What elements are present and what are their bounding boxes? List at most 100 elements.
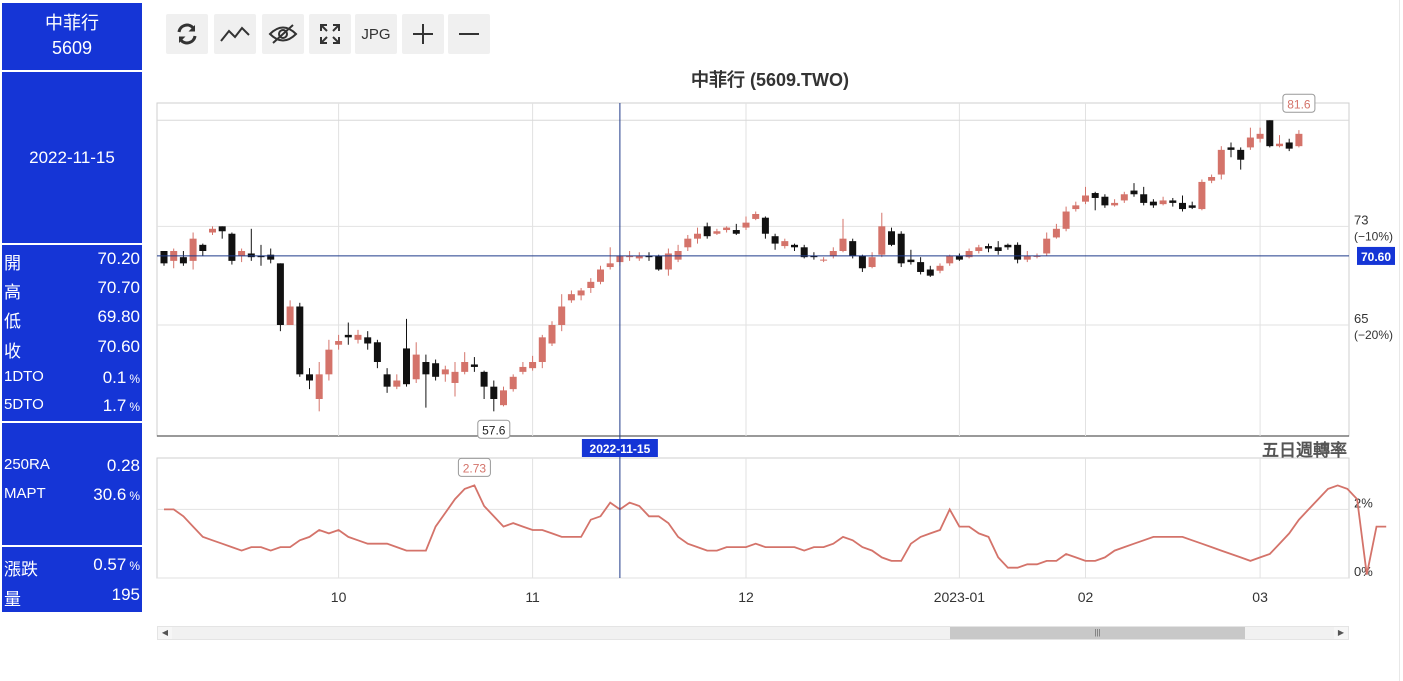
date-tag-bg [581,439,658,457]
refresh-icon [177,23,197,45]
low-annotation: 57.6 [482,423,506,437]
candle-body [344,334,352,338]
candle-body [1052,228,1060,238]
candle-body [645,255,653,258]
1dto-label: 1DTO [4,368,44,385]
candle-body [926,269,934,276]
x-tick-label: 10 [331,589,347,605]
candle-body [383,374,391,387]
candle-body [820,259,828,261]
candle-body [1179,202,1186,210]
candle-body [965,251,973,258]
close-value: 70.60 [97,337,140,356]
candle-body [209,228,216,233]
low-annotation-box [477,419,511,439]
candle-body [1256,133,1264,139]
candle-body [849,241,857,256]
candle-body [723,227,731,231]
candle-body [1208,177,1216,181]
price-tag-bg [1357,246,1395,265]
high-label: 高 [4,283,21,302]
candle-body [335,341,343,345]
page-edge [1399,0,1400,681]
candle-body [403,348,410,385]
date-box: 2022-11-15 [2,72,142,243]
scroll-thumb[interactable]: ||| [950,627,1245,639]
volume-row: 量 195 [2,585,142,611]
candle-body [664,253,672,270]
candle-body [694,233,701,239]
candle-body [635,255,643,259]
turnover-line [164,484,1387,575]
candle-body [597,269,604,282]
candle-body [1062,211,1070,229]
turnover-pane-frame [156,457,1350,579]
candle-body [994,247,1002,251]
candle-body [1295,133,1303,147]
candle-body [946,255,954,264]
candle-body [267,254,275,260]
jpg-button[interactable]: JPG [355,14,397,54]
scroll-right-arrow[interactable]: ▶ [1334,627,1348,639]
scroll-left-arrow[interactable]: ◀ [158,627,172,639]
chart-title: 中菲行 (5609.TWO) [690,70,850,90]
candle-body [1149,201,1157,206]
stock-info-box: 中菲行 5609 [2,3,142,70]
candle-body [500,390,507,406]
candle-body [1198,181,1206,210]
candle-body [315,374,323,399]
chart-scrollbar[interactable]: ◀ ||| ▶ [157,626,1349,640]
change-box: 漲跌 0.57% 量 195 [2,547,142,612]
candle-body [897,233,905,264]
candle-body [364,337,372,344]
1dto-value: 0.1 [102,368,127,387]
candle-body [306,374,313,381]
candle-body [199,244,207,251]
zoom-out-button[interactable] [448,14,490,54]
line-chart-button[interactable] [214,14,256,54]
candle-body [1091,193,1099,198]
candle-body [548,325,556,344]
candle-body [461,362,469,372]
zoom-in-button[interactable] [402,14,444,54]
candle-body [247,253,255,258]
candle-body [839,238,847,251]
high-row: 高 70.70 [2,278,142,304]
low-row: 低 69.80 [2,307,142,333]
x-tick-label: 11 [525,589,540,605]
candle-body [955,255,963,260]
volume-value: 195 [111,585,140,604]
ratio-box: 250RA 0.28 MAPT 30.6% [2,423,142,545]
close-row: 收 70.60 [2,337,142,363]
hide-button[interactable] [262,14,304,54]
5dto-label: 5DTO [4,396,44,413]
low-value: 69.80 [97,307,140,326]
fullscreen-button[interactable] [309,14,351,54]
candle-body [771,236,779,244]
open-row: 開 70.20 [2,249,142,275]
1dto-unit: % [129,372,140,386]
price-tag: 70.60 [1361,250,1391,264]
candle-body [1043,238,1051,254]
refresh-button[interactable] [166,14,208,54]
change-value: 0.57 [93,555,127,574]
candle-body [626,255,634,258]
date-tag: 2022-11-15 [590,442,651,456]
candle-body [674,251,682,260]
candle-body [985,246,992,249]
plus-icon [413,24,433,44]
jpg-label: JPG [361,25,391,43]
candle-body [829,251,837,256]
candle-body [286,306,294,325]
candle-body [179,257,187,264]
candle-body [752,214,760,219]
candle-body [1101,196,1109,206]
volume-label: 量 [4,590,21,609]
candle-body [1237,149,1245,160]
5dto-row: 5DTO 1.7% [2,396,142,422]
candle-body [703,226,711,237]
candle-body [1217,149,1225,175]
candle-body [1140,194,1148,203]
candle-body [257,255,265,258]
